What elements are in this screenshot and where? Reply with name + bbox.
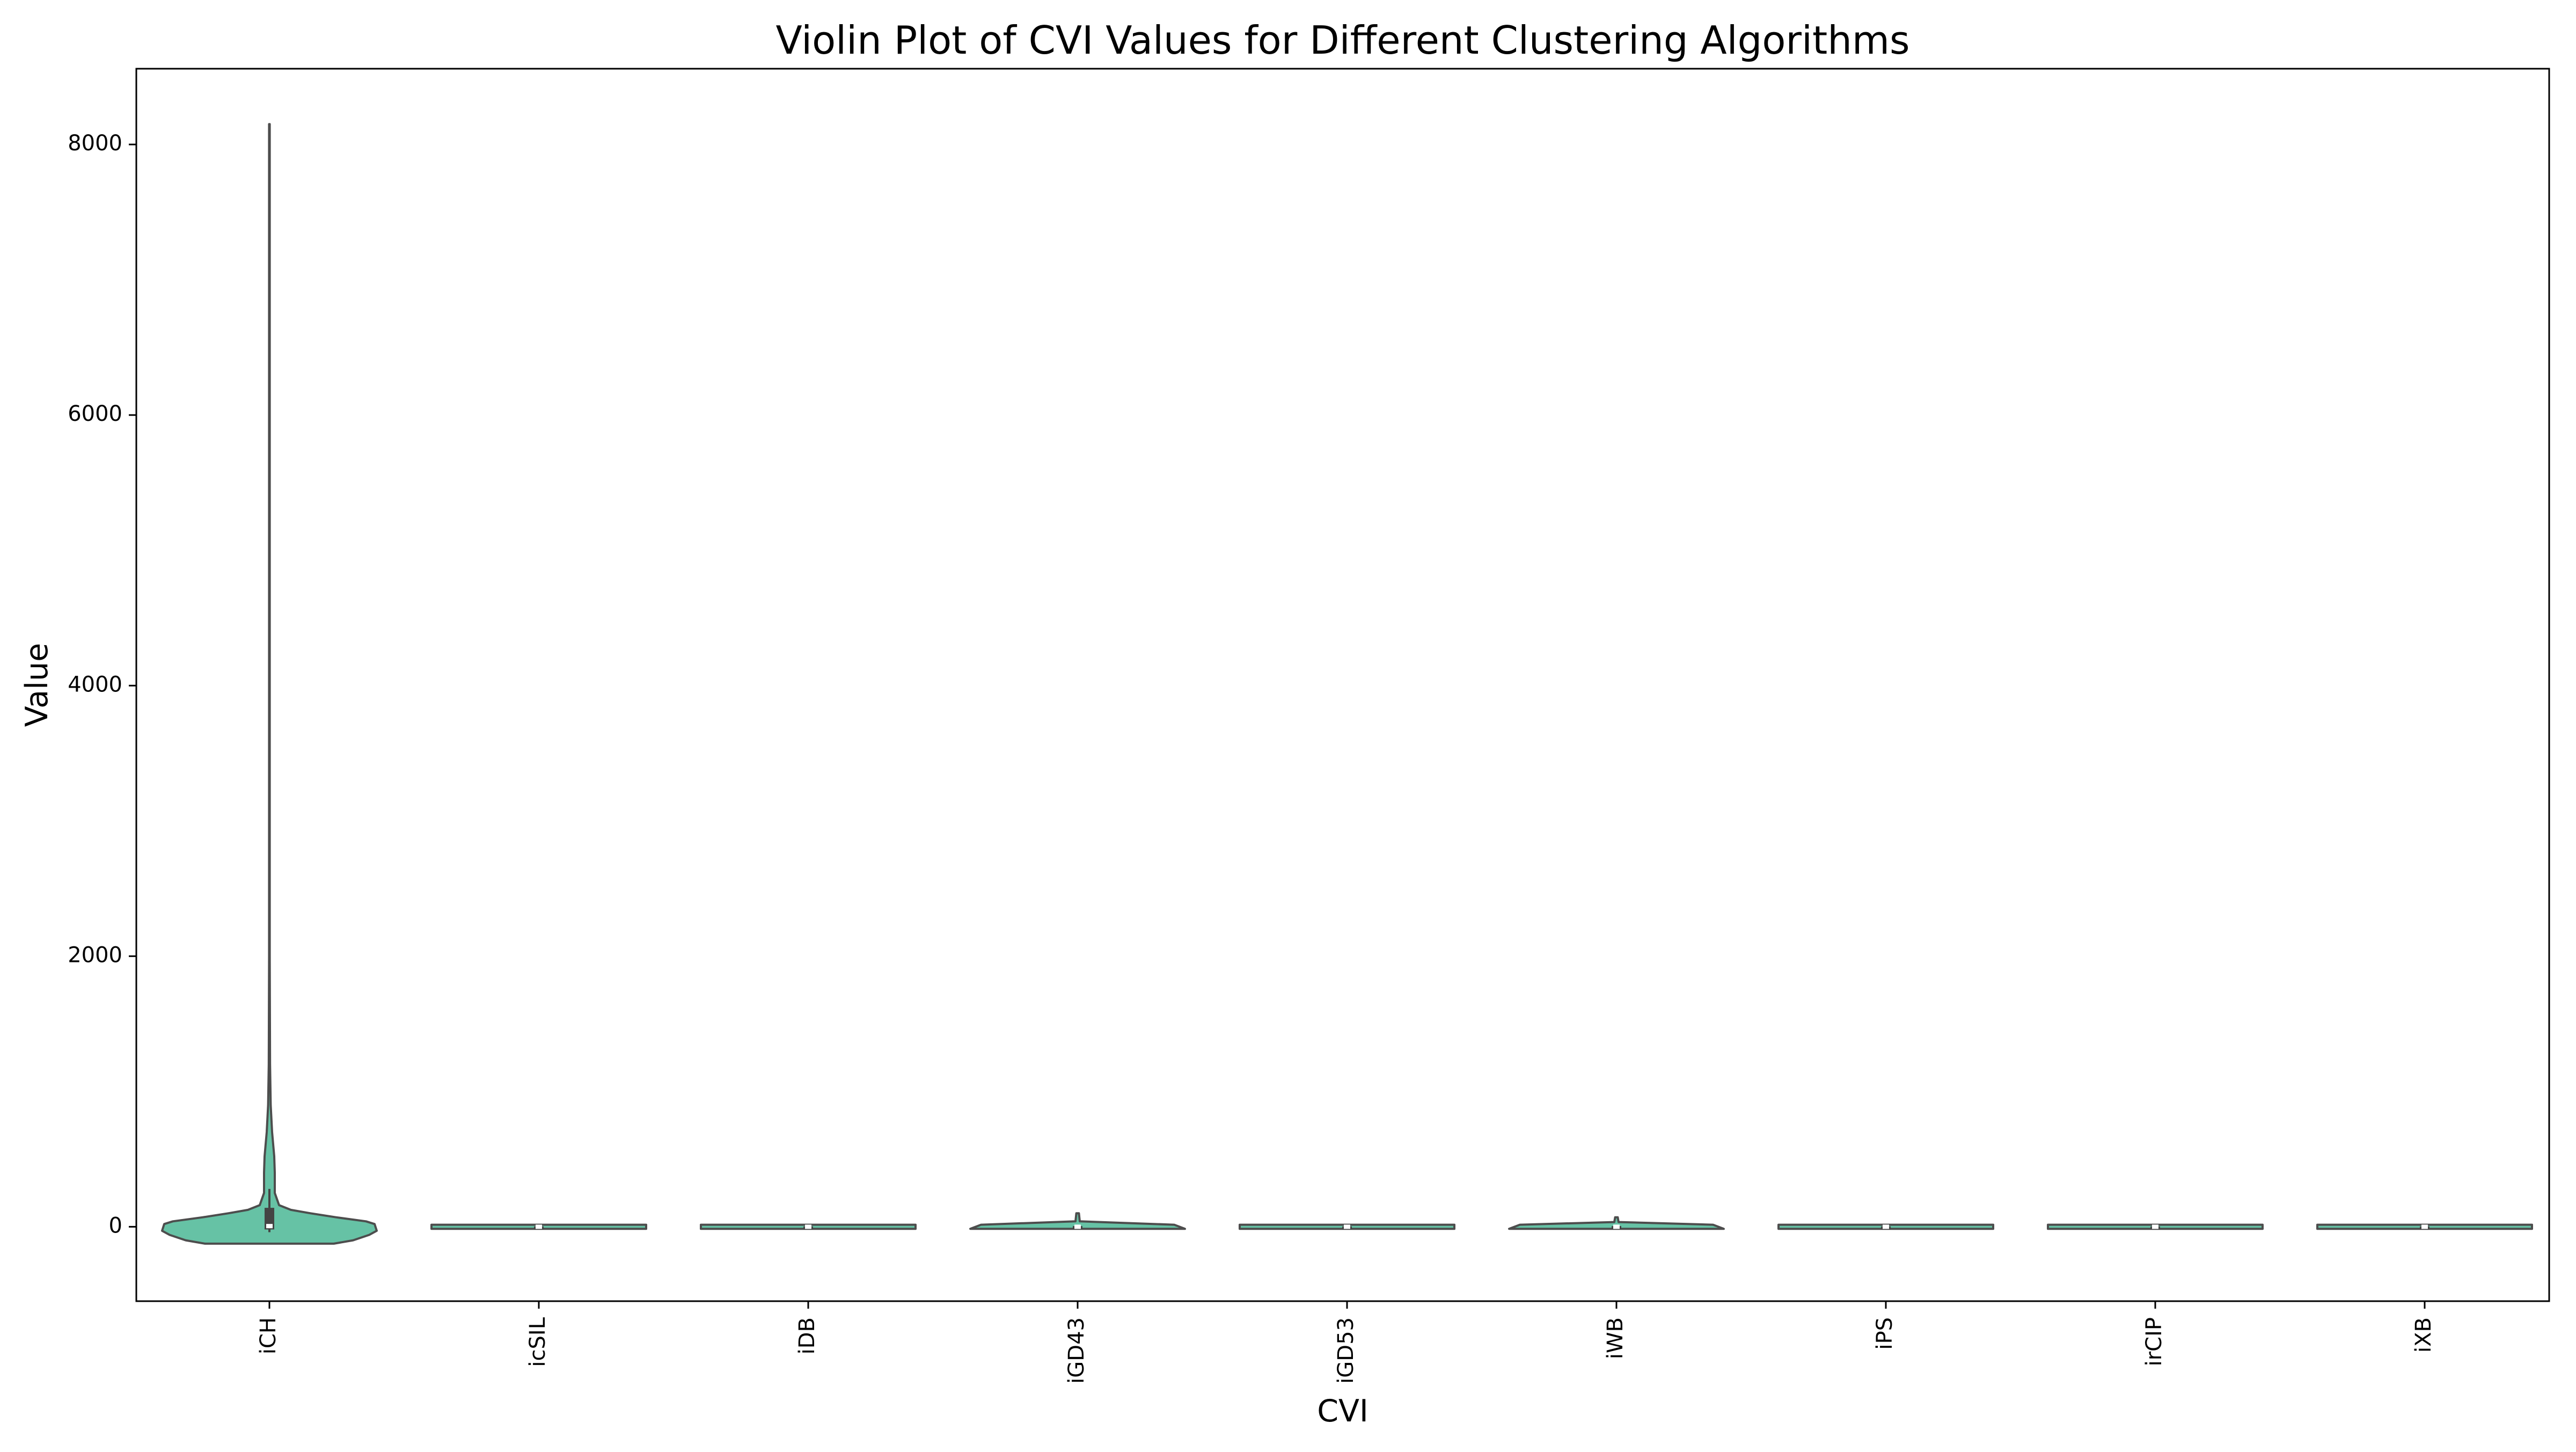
x-tick-label-iWB: iWB (1603, 1317, 1628, 1359)
median-marker-iXB (2421, 1224, 2428, 1229)
median-marker-iCH (266, 1224, 273, 1229)
violin-iCH (161, 123, 378, 1245)
x-tick-label-iCH: iCH (256, 1317, 281, 1354)
x-tick-label-iGD53: iGD53 (1334, 1317, 1358, 1384)
y-tick-label-8000: 8000 (68, 131, 122, 156)
x-tick-label-iGD43: iGD43 (1064, 1317, 1089, 1384)
y-axis-label: Value (19, 643, 55, 727)
y-tick-label-0: 0 (109, 1213, 122, 1238)
x-tick-label-icSIL: icSIL (525, 1317, 550, 1367)
median-marker-iWB (1613, 1224, 1620, 1229)
median-marker-iDB (805, 1224, 811, 1229)
median-marker-iGD53 (1344, 1224, 1350, 1229)
y-tick-label-6000: 6000 (68, 402, 122, 426)
violin-group (161, 123, 2533, 1245)
violin-iWB (1508, 1216, 1725, 1230)
y-axis-ticks: 0 2000 4000 6000 8000 (68, 131, 136, 1238)
median-marker-icSIL (536, 1224, 542, 1229)
y-tick-label-2000: 2000 (68, 943, 122, 967)
x-axis-label: CVI (1317, 1393, 1368, 1429)
median-marker-iPS (1883, 1224, 1889, 1229)
x-tick-label-irCIP: irCIP (2142, 1317, 2167, 1366)
chart-title: Violin Plot of CVI Values for Different … (775, 18, 1909, 63)
y-tick-label-4000: 4000 (68, 672, 122, 697)
violin-iGD43 (969, 1212, 1186, 1230)
x-tick-label-iXB: iXB (2411, 1317, 2436, 1353)
x-axis-ticks: iCH icSIL iDB iGD43 iGD53 iWB iPS irCIP iXB (256, 1301, 2436, 1384)
median-marker-iGD43 (1074, 1224, 1081, 1229)
x-tick-label-iDB: iDB (795, 1317, 819, 1354)
median-marker-irCIP (2152, 1224, 2158, 1229)
plot-area-frame (135, 68, 2550, 1302)
x-tick-label-iPS: iPS (1872, 1317, 1897, 1350)
